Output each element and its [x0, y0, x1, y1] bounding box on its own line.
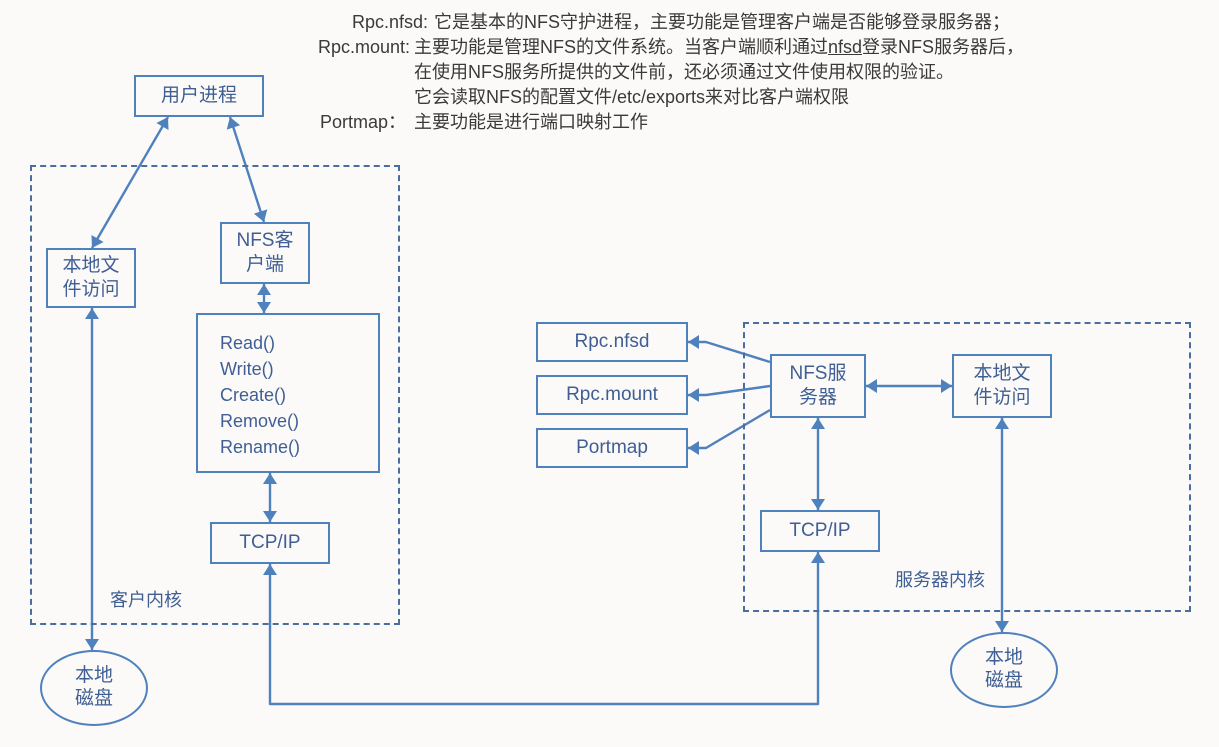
- node-label: Rpc.mount: [566, 383, 658, 407]
- node-disk-c: 本地 磁盘: [40, 650, 148, 726]
- anno-nfsd-text: 它是基本的NFS守护进程，主要功能是管理客户端是否能够登录服务器；: [434, 10, 1010, 34]
- node-local-access-s: 本地文 件访问: [952, 354, 1052, 418]
- anno-mount-text: 主要功能是管理NFS的文件系统。当客户端顺利通过nfsd登录NFS服务器后，: [414, 35, 1024, 59]
- node-label: NFS客 户端: [236, 229, 293, 277]
- anno-nfsd-label: Rpc.nfsd:: [352, 10, 428, 34]
- node-portmap-box: Portmap: [536, 428, 688, 468]
- node-label: 用户进程: [161, 84, 237, 108]
- anno-portmap-label: Portmap：: [320, 110, 406, 134]
- node-nfs-server: NFS服 务器: [770, 354, 866, 418]
- ops-item: Remove(): [220, 408, 378, 434]
- node-label: TCP/IP: [239, 531, 300, 555]
- node-tcpip-s: TCP/IP: [760, 510, 880, 552]
- node-label: 本地 磁盘: [985, 647, 1023, 693]
- node-disk-s: 本地 磁盘: [950, 632, 1058, 708]
- node-label: 本地 磁盘: [75, 665, 113, 711]
- node-label: 本地文 件访问: [62, 254, 119, 302]
- node-nfs-client: NFS客 户端: [220, 222, 310, 284]
- node-label: Rpc.nfsd: [575, 330, 650, 354]
- server-kernel-label: 服务器内核: [895, 568, 985, 592]
- anno-mount-text: 在使用NFS服务所提供的文件前，还必须通过文件使用权限的验证。: [414, 60, 954, 84]
- client-kernel-label: 客户内核: [110, 588, 182, 612]
- node-rpc-mount: Rpc.mount: [536, 375, 688, 415]
- ops-item: Write(): [220, 356, 378, 382]
- ops-item: Create(): [220, 382, 378, 408]
- node-label: 本地文 件访问: [973, 362, 1030, 410]
- node-tcpip-c: TCP/IP: [210, 522, 330, 564]
- anno-mount-text: 它会读取NFS的配置文件/etc/exports来对比客户端权限: [414, 85, 849, 109]
- ops-item: Read(): [220, 330, 378, 356]
- node-user-proc: 用户进程: [134, 75, 264, 117]
- node-label: TCP/IP: [789, 519, 850, 543]
- node-label: NFS服 务器: [789, 362, 846, 410]
- node-ops-box: Read()Write()Create()Remove()Rename(): [196, 313, 380, 473]
- ops-item: Rename(): [220, 434, 378, 460]
- node-local-access-c: 本地文 件访问: [46, 248, 136, 308]
- anno-portmap-text: 主要功能是进行端口映射工作: [414, 110, 648, 134]
- anno-mount-label: Rpc.mount:: [318, 35, 410, 59]
- node-label: Portmap: [576, 436, 648, 460]
- node-rpc-nfsd: Rpc.nfsd: [536, 322, 688, 362]
